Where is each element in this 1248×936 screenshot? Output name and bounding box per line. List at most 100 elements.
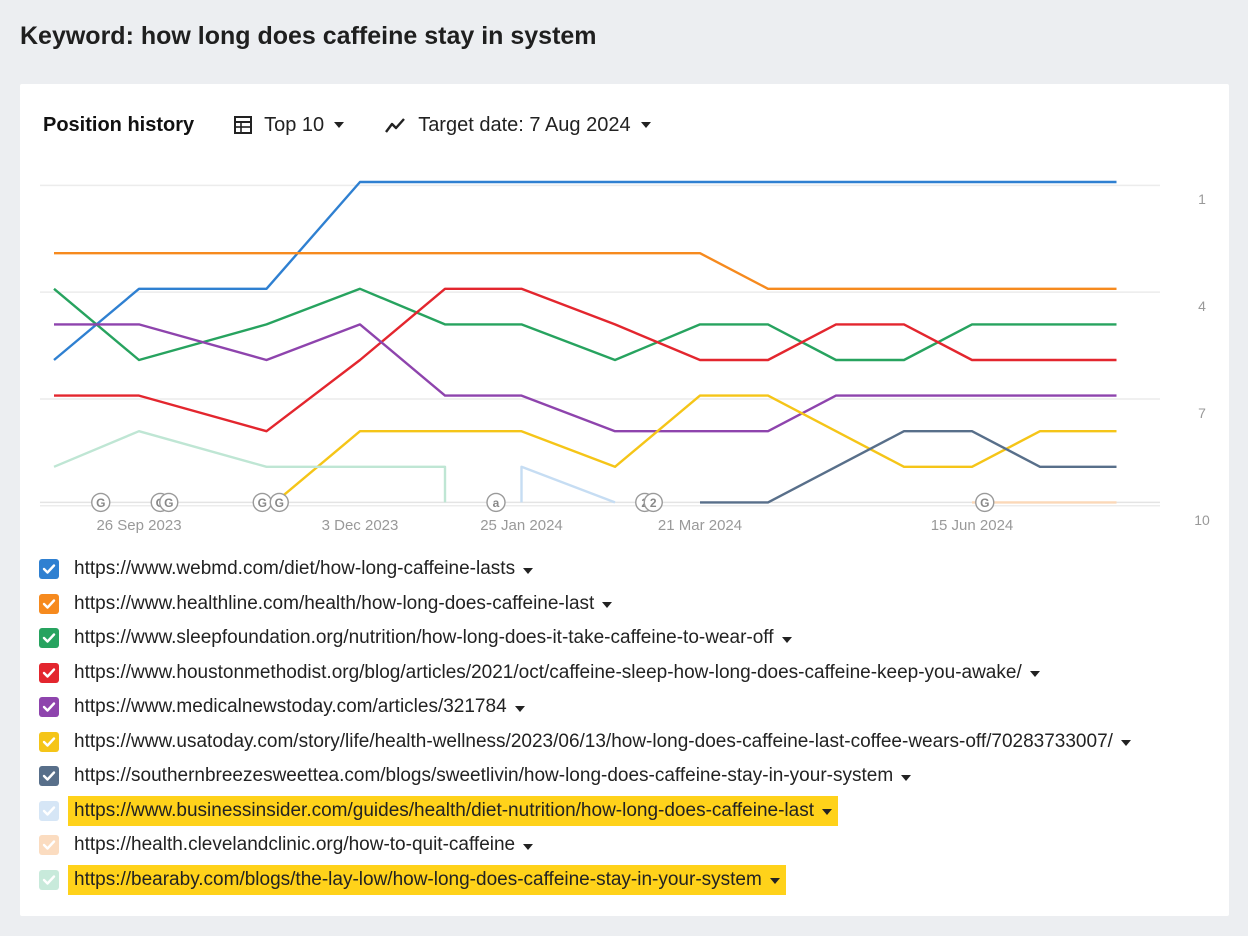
legend-checkbox[interactable] [39, 869, 59, 890]
checkmark-icon [42, 737, 56, 747]
checkmark-icon [42, 840, 56, 850]
legend-url-link[interactable]: https://health.clevelandclinic.org/how-t… [74, 834, 516, 856]
legend-url-link[interactable]: https://www.medicalnewstoday.com/article… [74, 696, 507, 718]
event-marker[interactable]: G [252, 492, 272, 513]
checkmark-icon [42, 806, 56, 816]
checkmark-icon [42, 771, 56, 781]
series-line-1[interactable] [53, 180, 1117, 361]
legend-url-wrap: https://www.webmd.com/diet/how-long-caff… [68, 554, 539, 584]
event-marker[interactable]: G [91, 492, 111, 513]
legend-url-link[interactable]: https://www.businessinsider.com/guides/h… [74, 799, 814, 821]
legend-url-wrap: https://www.houstonmethodist.org/blog/ar… [68, 658, 1046, 688]
target-date-dropdown[interactable]: Target date: 7 Aug 2024 [384, 113, 651, 137]
legend-url-link[interactable]: https://southernbreezesweettea.com/blogs… [74, 765, 894, 787]
event-marker-label: a [493, 496, 500, 510]
caret-down-icon[interactable] [901, 774, 912, 781]
caret-down-icon[interactable] [602, 602, 613, 609]
trend-line-icon [385, 118, 406, 133]
x-tick-label: 26 Sep 2023 [96, 517, 181, 534]
legend-checkbox[interactable] [39, 731, 59, 752]
legend-url-link[interactable]: https://www.usatoday.com/story/life/heal… [74, 730, 1113, 752]
target-date-label: Target date: 7 Aug 2024 [418, 113, 631, 136]
event-marker[interactable]: 2 [643, 492, 663, 513]
legend-checkbox[interactable] [39, 662, 59, 683]
caret-down-icon[interactable] [1029, 671, 1040, 678]
legend-url-wrap: https://bearaby.com/blogs/the-lay-low/ho… [68, 864, 786, 895]
y-tick-label: 1 [1198, 191, 1206, 207]
caret-down-icon[interactable] [769, 878, 780, 885]
event-marker-label: G [96, 496, 105, 510]
x-tick-label: 21 Mar 2024 [658, 517, 742, 534]
table-icon [234, 116, 253, 134]
event-marker-label: G [164, 496, 173, 510]
legend-item: https://www.medicalnewstoday.com/article… [39, 690, 1137, 725]
legend-checkbox[interactable] [39, 766, 59, 787]
chart-toolbar: Position history Top 10 Target date: 7 A… [43, 112, 651, 138]
checkmark-icon [42, 564, 56, 574]
event-marker[interactable]: G [975, 492, 995, 513]
legend-url-wrap: https://health.clevelandclinic.org/how-t… [68, 830, 539, 860]
legend-item: https://bearaby.com/blogs/the-lay-low/ho… [39, 863, 1137, 898]
legend-item: https://www.usatoday.com/story/life/heal… [39, 725, 1137, 760]
legend-url-wrap: https://www.sleepfoundation.org/nutritio… [68, 623, 798, 653]
event-marker-label: G [275, 496, 284, 510]
series-line-4[interactable] [54, 287, 1117, 433]
legend-url-wrap: https://www.medicalnewstoday.com/article… [68, 692, 531, 722]
legend-url-wrap: https://www.usatoday.com/story/life/heal… [68, 727, 1137, 757]
caret-down-icon [640, 122, 651, 128]
caret-down-icon [334, 122, 345, 128]
position-history-title: Position history [43, 113, 195, 136]
caret-down-icon[interactable] [514, 705, 525, 712]
caret-down-icon[interactable] [781, 636, 792, 643]
event-marker-label: G [980, 496, 989, 510]
y-tick-label: 7 [1198, 405, 1206, 421]
series-line-6[interactable] [274, 394, 1117, 504]
event-marker-label: 2 [650, 496, 657, 510]
legend-url-wrap: https://www.businessinsider.com/guides/h… [68, 795, 838, 826]
legend-item: https://southernbreezesweettea.com/blogs… [39, 759, 1137, 794]
checkmark-icon [42, 875, 56, 885]
event-marker-label: G [258, 496, 267, 510]
checkmark-icon [42, 702, 56, 712]
caret-down-icon[interactable] [1120, 740, 1131, 747]
event-marker[interactable]: G [269, 492, 289, 513]
series-line-7[interactable] [700, 430, 1117, 504]
page-title: Keyword: how long does caffeine stay in … [20, 22, 597, 50]
legend-checkbox[interactable] [39, 628, 59, 649]
legend-url-link[interactable]: https://www.webmd.com/diet/how-long-caff… [74, 558, 516, 580]
series-line-8[interactable] [520, 465, 616, 504]
legend-list: https://www.webmd.com/diet/how-long-caff… [39, 552, 1137, 897]
event-marker[interactable]: a [486, 492, 506, 513]
position-history-chart: 1 4 7 10 26 Sep 2023 3 Dec 2023 25 Jan 2024 21 … [40, 180, 1210, 534]
x-tick-label: 15 Jun 2024 [931, 517, 1014, 534]
legend-checkbox[interactable] [39, 800, 59, 821]
series-line-10[interactable] [53, 430, 447, 503]
x-tick-label: 3 Dec 2023 [322, 517, 399, 534]
caret-down-icon[interactable] [523, 567, 534, 574]
y-tick-label: 10 [1194, 512, 1210, 528]
caret-down-icon[interactable] [523, 843, 534, 850]
legend-url-link[interactable]: https://www.healthline.com/health/how-lo… [74, 592, 595, 614]
legend-checkbox[interactable] [39, 559, 59, 580]
series-line-3[interactable] [53, 287, 1117, 362]
legend-checkbox[interactable] [39, 593, 59, 614]
series-line-2[interactable] [54, 251, 1117, 291]
legend-url-wrap: https://www.healthline.com/health/how-lo… [68, 589, 618, 619]
legend-url-wrap: https://southernbreezesweettea.com/blogs… [68, 761, 917, 791]
checkmark-icon [42, 599, 56, 609]
legend-checkbox[interactable] [39, 835, 59, 856]
caret-down-icon[interactable] [822, 809, 832, 816]
position-history-card: Position history Top 10 Target date: 7 A… [20, 84, 1229, 916]
legend-url-link[interactable]: https://www.sleepfoundation.org/nutritio… [74, 627, 774, 649]
checkmark-icon [42, 633, 56, 643]
event-marker[interactable]: G [159, 492, 179, 513]
legend-item: https://www.businessinsider.com/guides/h… [39, 794, 1137, 829]
legend-item: https://www.sleepfoundation.org/nutritio… [39, 621, 1137, 656]
legend-item: https://www.webmd.com/diet/how-long-caff… [39, 552, 1137, 587]
series-line-5[interactable] [54, 323, 1117, 433]
legend-url-link[interactable]: https://www.houstonmethodist.org/blog/ar… [74, 661, 1022, 683]
top-10-dropdown[interactable]: Top 10 [234, 114, 345, 137]
legend-checkbox[interactable] [39, 697, 59, 718]
legend-url-link[interactable]: https://bearaby.com/blogs/the-lay-low/ho… [74, 868, 762, 890]
legend-item: https://www.houstonmethodist.org/blog/ar… [39, 656, 1137, 691]
